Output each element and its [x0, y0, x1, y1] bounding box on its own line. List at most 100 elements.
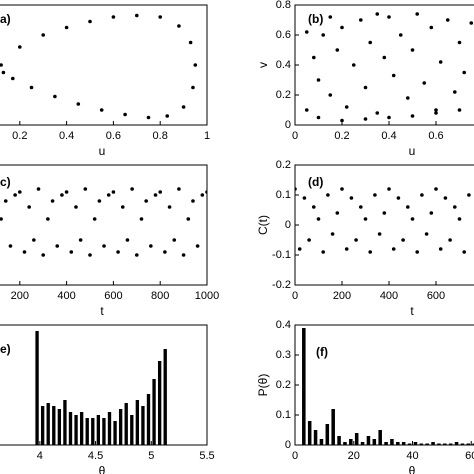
point — [429, 25, 434, 30]
bar — [85, 418, 89, 445]
x-tick-label: 4.5 — [88, 450, 103, 462]
point — [111, 15, 116, 19]
bar — [472, 443, 474, 445]
axes-frame — [0, 324, 208, 446]
bar — [68, 412, 73, 445]
point — [76, 102, 81, 106]
point — [167, 205, 172, 209]
point — [307, 238, 311, 242]
axes-frame — [294, 4, 474, 126]
bar — [313, 430, 318, 445]
point — [135, 13, 139, 18]
point — [60, 193, 64, 197]
point — [149, 244, 153, 248]
bar — [460, 443, 465, 445]
point — [344, 247, 349, 251]
point — [53, 94, 57, 99]
point — [188, 40, 193, 45]
plot-area — [304, 12, 474, 123]
point — [335, 48, 340, 52]
x-axis-label: t — [100, 304, 104, 318]
point — [163, 250, 167, 254]
bar — [349, 439, 353, 445]
point — [304, 108, 309, 112]
point — [415, 12, 420, 16]
bar — [443, 443, 447, 445]
point — [406, 96, 410, 100]
point — [438, 247, 443, 251]
bar — [157, 361, 162, 445]
point — [335, 211, 340, 215]
x-tick-label: 0 — [292, 290, 298, 302]
point — [457, 40, 462, 45]
point — [3, 199, 8, 203]
point — [410, 48, 415, 52]
point — [130, 187, 134, 191]
bar — [91, 418, 95, 445]
bar — [107, 412, 112, 445]
panel-label: (d) — [308, 175, 323, 189]
point — [312, 55, 316, 60]
point — [304, 30, 309, 34]
point — [195, 244, 200, 248]
point — [469, 21, 474, 25]
point — [396, 196, 401, 200]
point — [316, 78, 321, 82]
x-tick-label: 1 — [204, 130, 210, 142]
bar — [152, 379, 156, 445]
y-tick-label: 0.1 — [276, 409, 291, 421]
point — [312, 205, 316, 209]
point — [8, 244, 13, 248]
y-tick-label: 0 — [285, 439, 291, 451]
axes-frame — [294, 164, 474, 286]
bar — [141, 406, 145, 445]
y-axis-label: v — [256, 62, 270, 68]
y-axis-label: P(θ) — [256, 374, 270, 397]
x-axis-label: u — [99, 144, 106, 158]
bar — [337, 436, 341, 445]
point — [29, 85, 34, 90]
point — [363, 85, 368, 90]
bar — [454, 442, 459, 445]
point — [1, 70, 6, 75]
point — [181, 105, 186, 109]
point — [363, 117, 368, 121]
point — [457, 108, 462, 112]
point — [321, 250, 326, 254]
point — [420, 193, 424, 197]
axes-frame — [294, 324, 474, 446]
y-tick-label: -0.1 — [272, 249, 291, 261]
point — [359, 18, 363, 22]
y-tick-label: 0.2 — [276, 379, 291, 391]
bar — [360, 442, 365, 445]
point — [316, 217, 321, 221]
plot-area — [0, 187, 207, 257]
bar — [419, 443, 424, 445]
x-tick-label: 600 — [427, 290, 445, 302]
point — [375, 12, 380, 16]
bar — [52, 406, 56, 445]
x-tick-label: 1000 — [195, 290, 219, 302]
point — [172, 238, 177, 242]
x-tick-label: 0.4 — [381, 130, 396, 142]
bar — [135, 400, 140, 445]
point — [158, 190, 162, 194]
point — [391, 73, 396, 78]
x-tick-label: 4 — [37, 450, 43, 462]
point — [146, 115, 151, 120]
point — [316, 115, 321, 120]
plot-area — [302, 328, 474, 445]
point — [410, 217, 415, 221]
point — [64, 25, 69, 30]
point — [69, 250, 74, 254]
x-axis-label: θ — [99, 464, 106, 474]
bar — [343, 442, 347, 445]
x-tick-label: 200 — [11, 290, 29, 302]
point — [297, 247, 302, 251]
panel-label: a) — [0, 12, 11, 26]
point — [363, 217, 368, 221]
x-tick-label: 5 — [148, 450, 154, 462]
y-tick-label: 0 — [285, 219, 291, 231]
bar — [448, 443, 453, 445]
point — [453, 205, 457, 209]
